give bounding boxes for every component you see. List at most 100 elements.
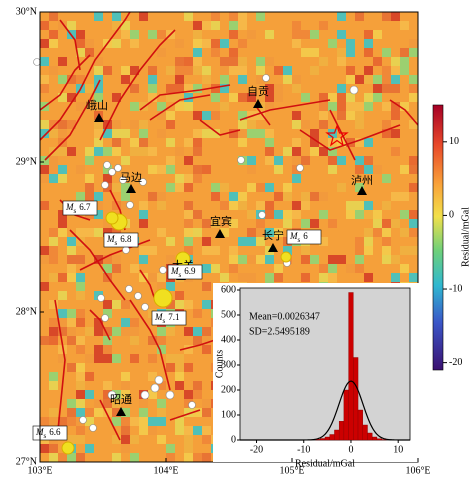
grid-cell (139, 21, 148, 30)
grid-cell (283, 39, 292, 48)
grid-cell (364, 255, 373, 264)
grid-cell (211, 237, 220, 246)
grid-cell (175, 444, 184, 453)
grid-cell (130, 453, 139, 462)
grid-cell (103, 21, 112, 30)
grid-cell (337, 48, 346, 57)
grid-cell (76, 12, 85, 21)
y-tick-label: 27°N (16, 456, 37, 467)
grid-cell (58, 93, 67, 102)
histogram-bar (362, 424, 368, 441)
magnitude-value: 6.9 (184, 266, 196, 276)
grid-cell (94, 300, 103, 309)
x-tick-label: 104°E (153, 465, 178, 476)
grid-cell (76, 39, 85, 48)
grid-cell (238, 255, 247, 264)
grid-cell (85, 372, 94, 381)
grid-cell (256, 12, 265, 21)
grid-cell (328, 30, 337, 39)
grid-cell (202, 48, 211, 57)
grid-cell (355, 192, 364, 201)
grid-cell (400, 138, 409, 147)
grid-cell (256, 138, 265, 147)
major-quakes (61, 211, 292, 455)
grid-cell (112, 408, 121, 417)
grid-cell (400, 12, 409, 21)
grid-cell (85, 219, 94, 228)
grid-cell (40, 417, 49, 426)
grid-cell (76, 219, 85, 228)
grid-cell (139, 12, 148, 21)
magnitude-symbol: M (289, 231, 298, 241)
grid-cell (67, 39, 76, 48)
grid-cell (202, 138, 211, 147)
grid-cell (238, 174, 247, 183)
grid-cell (382, 273, 391, 282)
histogram-bar (357, 409, 363, 441)
grid-cell (112, 435, 121, 444)
grid-cell (337, 228, 346, 237)
grid-cell (193, 255, 202, 264)
magnitude-symbol: M (154, 312, 163, 322)
grid-cell (247, 156, 256, 165)
grid-cell (310, 21, 319, 30)
grid-cell (193, 30, 202, 39)
grid-cell (157, 336, 166, 345)
grid-cell (76, 291, 85, 300)
grid-cell (346, 48, 355, 57)
grid-cell (184, 390, 193, 399)
grid-cell (184, 399, 193, 408)
grid-cell (58, 147, 67, 156)
grid-cell (301, 102, 310, 111)
grid-cell (202, 336, 211, 345)
grid-cell (76, 21, 85, 30)
grid-cell (49, 138, 58, 147)
grid-cell (265, 84, 274, 93)
grid-cell (391, 84, 400, 93)
grid-cell (373, 165, 382, 174)
grid-cell (112, 372, 121, 381)
grid-cell (94, 84, 103, 93)
grid-cell (112, 318, 121, 327)
grid-cell (85, 417, 94, 426)
grid-cell (139, 291, 148, 300)
grid-cell (85, 255, 94, 264)
grid-cell (256, 21, 265, 30)
grid-cell (67, 417, 76, 426)
grid-cell (229, 120, 238, 129)
grid-cell (85, 444, 94, 453)
grid-cell (112, 111, 121, 120)
grid-cell (148, 255, 157, 264)
grid-cell (355, 102, 364, 111)
grid-cell (328, 174, 337, 183)
grid-cell (148, 30, 157, 39)
grid-cell (67, 165, 76, 174)
grid-cell (355, 57, 364, 66)
grid-cell (301, 57, 310, 66)
grid-cell (112, 336, 121, 345)
grid-cell (157, 282, 166, 291)
grid-cell (220, 12, 229, 21)
grid-cell (193, 363, 202, 372)
grid-cell (301, 30, 310, 39)
grid-cell (202, 129, 211, 138)
grid-cell (400, 75, 409, 84)
grid-cell (319, 93, 328, 102)
grid-cell (328, 102, 337, 111)
grid-cell (157, 426, 166, 435)
quake-label-box (151, 310, 187, 326)
grid-cell (130, 21, 139, 30)
grid-cell (58, 12, 67, 21)
grid-cell (202, 417, 211, 426)
grid-cell (355, 273, 364, 282)
grid-cell (112, 129, 121, 138)
grid-cell (148, 174, 157, 183)
grid-cell (265, 138, 274, 147)
y-tick-label: 500 (221, 309, 236, 320)
grid-cell (49, 57, 58, 66)
grid-cell (274, 39, 283, 48)
grid-cell (301, 246, 310, 255)
y-tick-label: 29°N (16, 156, 37, 167)
grid-cell (301, 255, 310, 264)
